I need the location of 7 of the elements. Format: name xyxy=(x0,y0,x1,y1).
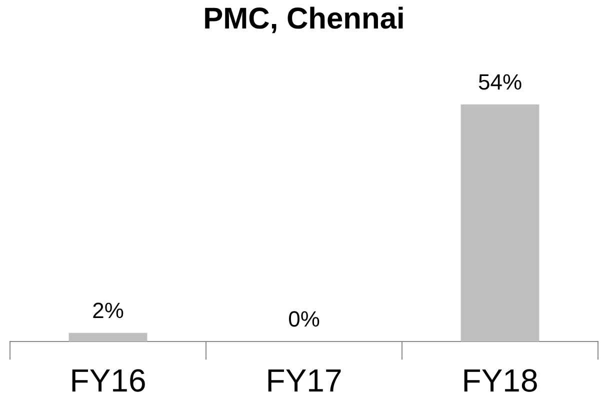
chart-title: PMC, Chennai xyxy=(203,2,405,36)
x-tick-label: FY17 xyxy=(266,362,342,399)
data-label: 54% xyxy=(478,69,522,94)
data-label: 2% xyxy=(92,298,124,323)
x-tick-label: FY18 xyxy=(462,362,538,399)
x-tick-label: FY16 xyxy=(70,362,146,399)
data-label: 0% xyxy=(288,306,320,332)
